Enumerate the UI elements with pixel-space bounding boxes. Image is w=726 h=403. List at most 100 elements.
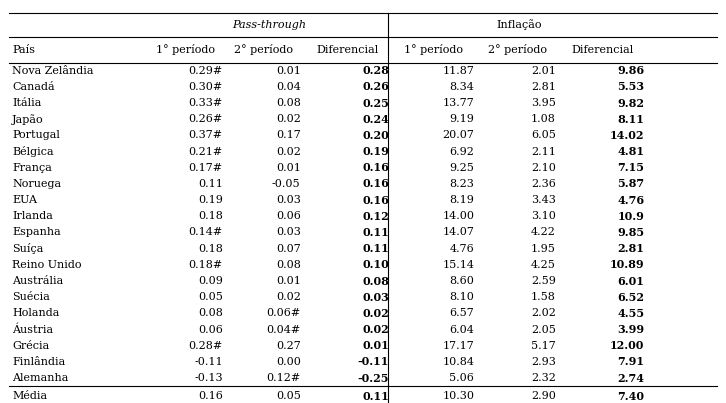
Text: 0.16: 0.16 <box>197 391 223 401</box>
Text: 0.11: 0.11 <box>362 227 389 238</box>
Text: Reino Unido: Reino Unido <box>12 260 81 270</box>
Text: 14.00: 14.00 <box>442 211 474 221</box>
Text: Noruega: Noruega <box>12 179 61 189</box>
Text: 9.82: 9.82 <box>617 98 645 108</box>
Text: País: País <box>12 45 35 55</box>
Text: 4.22: 4.22 <box>531 228 556 237</box>
Text: 0.03: 0.03 <box>276 195 301 205</box>
Text: Espanha: Espanha <box>12 228 61 237</box>
Text: 0.19: 0.19 <box>362 146 389 157</box>
Text: 11.87: 11.87 <box>442 66 474 76</box>
Text: 0.02: 0.02 <box>276 292 301 302</box>
Text: 9.25: 9.25 <box>449 163 474 173</box>
Text: 0.11: 0.11 <box>197 179 223 189</box>
Text: 14.02: 14.02 <box>610 130 645 141</box>
Text: 2.11: 2.11 <box>531 147 556 157</box>
Text: 0.02: 0.02 <box>276 147 301 157</box>
Text: 0.21#: 0.21# <box>189 147 223 157</box>
Text: 9.19: 9.19 <box>449 114 474 124</box>
Text: 0.27: 0.27 <box>276 341 301 351</box>
Text: 0.37#: 0.37# <box>189 131 223 140</box>
Text: 8.60: 8.60 <box>449 276 474 286</box>
Text: 2.74: 2.74 <box>617 373 645 384</box>
Text: 20.07: 20.07 <box>442 131 474 140</box>
Text: 0.05: 0.05 <box>197 292 223 302</box>
Text: 2.10: 2.10 <box>531 163 556 173</box>
Text: Itália: Itália <box>12 98 41 108</box>
Text: Portugal: Portugal <box>12 131 60 140</box>
Text: França: França <box>12 163 52 173</box>
Text: 0.28: 0.28 <box>362 65 389 76</box>
Text: 0.26: 0.26 <box>362 81 389 92</box>
Text: 0.30#: 0.30# <box>189 82 223 92</box>
Text: 7.91: 7.91 <box>617 357 645 368</box>
Text: 6.57: 6.57 <box>449 308 474 318</box>
Text: 14.07: 14.07 <box>442 228 474 237</box>
Text: 10.30: 10.30 <box>442 391 474 401</box>
Text: 3.99: 3.99 <box>617 324 645 335</box>
Text: -0.13: -0.13 <box>194 373 223 383</box>
Text: 9.86: 9.86 <box>617 65 645 76</box>
Text: 1.58: 1.58 <box>531 292 556 302</box>
Text: 6.92: 6.92 <box>449 147 474 157</box>
Text: Irlanda: Irlanda <box>12 211 53 221</box>
Text: 1.95: 1.95 <box>531 244 556 253</box>
Text: 2.93: 2.93 <box>531 357 556 367</box>
Text: 0.08: 0.08 <box>276 98 301 108</box>
Text: 0.18#: 0.18# <box>189 260 223 270</box>
Text: 0.04#: 0.04# <box>266 324 301 334</box>
Text: 8.23: 8.23 <box>449 179 474 189</box>
Text: 6.04: 6.04 <box>449 324 474 334</box>
Text: 1° período: 1° período <box>404 44 463 55</box>
Text: 0.19: 0.19 <box>197 195 223 205</box>
Text: 0.29#: 0.29# <box>189 66 223 76</box>
Text: 5.06: 5.06 <box>449 373 474 383</box>
Text: 4.76: 4.76 <box>617 195 645 206</box>
Text: Nova Zelândia: Nova Zelândia <box>12 66 94 76</box>
Text: 5.17: 5.17 <box>531 341 556 351</box>
Text: 0.17#: 0.17# <box>189 163 223 173</box>
Text: 5.53: 5.53 <box>617 81 645 92</box>
Text: Suíça: Suíça <box>12 243 44 254</box>
Text: 12.00: 12.00 <box>610 340 645 351</box>
Text: 0.06: 0.06 <box>276 211 301 221</box>
Text: 0.09: 0.09 <box>197 276 223 286</box>
Text: 0.07: 0.07 <box>276 244 301 253</box>
Text: 0.04: 0.04 <box>276 82 301 92</box>
Text: 8.19: 8.19 <box>449 195 474 205</box>
Text: 0.00: 0.00 <box>276 357 301 367</box>
Text: 0.14#: 0.14# <box>189 228 223 237</box>
Text: 6.01: 6.01 <box>618 276 645 287</box>
Text: Pass-through: Pass-through <box>232 20 306 30</box>
Text: 2.81: 2.81 <box>618 243 645 254</box>
Text: 6.05: 6.05 <box>531 131 556 140</box>
Text: 0.02: 0.02 <box>362 324 389 335</box>
Text: 3.43: 3.43 <box>531 195 556 205</box>
Text: 0.20: 0.20 <box>362 130 389 141</box>
Text: 2.59: 2.59 <box>531 276 556 286</box>
Text: 0.11: 0.11 <box>362 391 389 402</box>
Text: 8.34: 8.34 <box>449 82 474 92</box>
Text: 2.05: 2.05 <box>531 324 556 334</box>
Text: 10.84: 10.84 <box>442 357 474 367</box>
Text: 17.17: 17.17 <box>443 341 474 351</box>
Text: Austrália: Austrália <box>12 276 63 286</box>
Text: Diferencial: Diferencial <box>571 45 633 55</box>
Text: Grécia: Grécia <box>12 341 49 351</box>
Text: 0.03: 0.03 <box>362 292 389 303</box>
Text: 0.33#: 0.33# <box>189 98 223 108</box>
Text: EUA: EUA <box>12 195 37 205</box>
Text: -0.25: -0.25 <box>358 373 389 384</box>
Text: 0.05: 0.05 <box>276 391 301 401</box>
Text: 0.12: 0.12 <box>362 211 389 222</box>
Text: Japão: Japão <box>12 114 44 125</box>
Text: 0.17: 0.17 <box>276 131 301 140</box>
Text: 0.08: 0.08 <box>276 260 301 270</box>
Text: 0.25: 0.25 <box>362 98 389 108</box>
Text: 0.28#: 0.28# <box>189 341 223 351</box>
Text: Diferencial: Diferencial <box>316 45 378 55</box>
Text: Finlândia: Finlândia <box>12 357 65 367</box>
Text: 0.08: 0.08 <box>197 308 223 318</box>
Text: 0.08: 0.08 <box>362 276 389 287</box>
Text: 0.01: 0.01 <box>276 276 301 286</box>
